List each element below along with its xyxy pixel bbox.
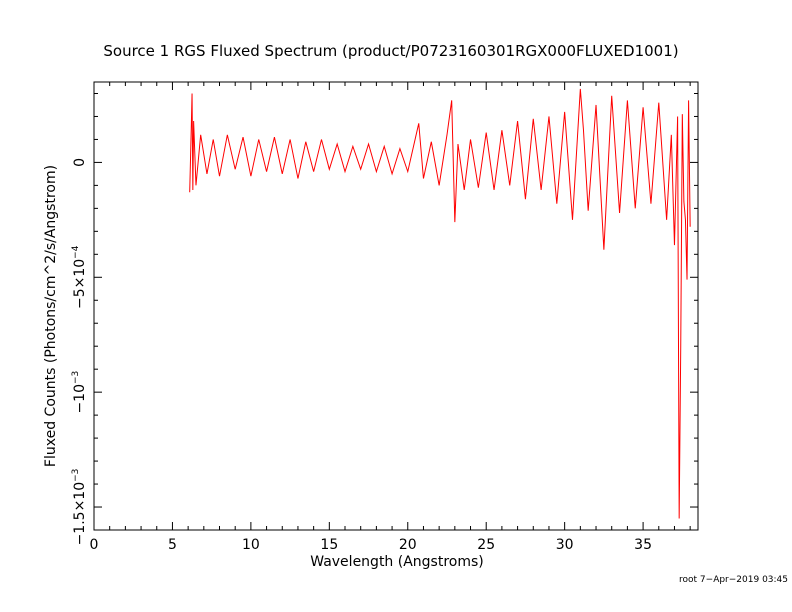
x-axis-label: Wavelength (Angstroms) [310, 554, 484, 570]
x-tick-label: 5 [168, 537, 177, 553]
chart-title: Source 1 RGS Fluxed Spectrum (product/P0… [103, 42, 678, 60]
footer-timestamp: root 7−Apr−2019 03:45 [679, 575, 788, 585]
y-tick-base: −10 [72, 384, 88, 414]
y-tick-exponent: −3 [71, 469, 81, 482]
y-tick-base: −1.5×10 [72, 482, 88, 546]
x-tick-label: 0 [90, 537, 99, 553]
x-tick-label: 20 [399, 537, 417, 553]
y-tick-exponent: −4 [71, 245, 81, 259]
y-tick-base: −5×10 [72, 259, 88, 309]
series-group [189, 88, 691, 519]
x-tick-label: 35 [634, 537, 652, 553]
y-tick-label: −10−3 [71, 371, 88, 414]
plot-frame [93, 81, 699, 531]
y-tick-label: −1.5×10−3 [71, 469, 88, 546]
x-tick-label: 15 [320, 537, 338, 553]
y-axis-label: Fluxed Counts (Photons/cm^2/s/Angstrom) [43, 165, 59, 467]
y-axis: 0−5×10−4−10−3−1.5×10−3 [71, 92, 698, 546]
x-tick-label: 25 [477, 537, 495, 553]
series-line [189, 88, 691, 519]
y-tick-label: −5×10−4 [71, 245, 88, 309]
x-tick-label: 10 [242, 537, 260, 553]
x-axis: 0 5 10 15 20 25 30 35 [90, 82, 691, 553]
y-tick-exponent: −3 [71, 371, 81, 384]
y-tick-label: 0 [72, 158, 88, 167]
x-tick-label: 30 [556, 537, 574, 553]
